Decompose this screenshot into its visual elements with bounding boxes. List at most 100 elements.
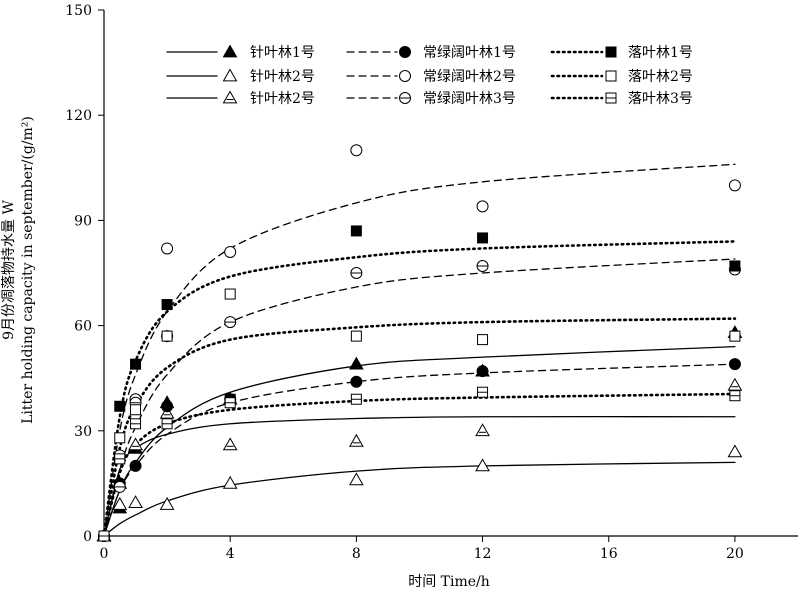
fit-lines xyxy=(102,163,737,538)
data-point xyxy=(476,259,489,272)
data-point xyxy=(729,390,741,402)
legend-label: 常绿阔叶林2号 xyxy=(423,69,516,85)
legend-label: 针叶林1号 xyxy=(250,45,315,61)
y-tick-label: 90 xyxy=(74,213,92,229)
fit-line-series-4 xyxy=(103,363,736,537)
square-marker xyxy=(224,288,236,300)
square-marker xyxy=(477,334,489,346)
triangle-marker xyxy=(727,444,743,458)
x-tick-label: 16 xyxy=(600,546,618,562)
data-point xyxy=(476,200,489,213)
legend-label: 落叶林1号 xyxy=(628,45,693,61)
data-point xyxy=(224,316,237,329)
triangle-marker xyxy=(159,405,175,419)
circle-marker xyxy=(161,400,174,413)
legend-marker xyxy=(605,46,617,58)
circle-marker xyxy=(728,179,741,192)
data-point xyxy=(727,377,743,391)
data-point xyxy=(729,330,741,342)
circle-marker xyxy=(399,70,411,82)
triangle-marker xyxy=(475,458,490,472)
legend-marker xyxy=(605,92,617,104)
square-marker xyxy=(477,232,489,244)
triangle-marker xyxy=(112,496,128,510)
fit-line-series-7 xyxy=(102,240,737,538)
y-tick-label: 120 xyxy=(65,108,92,124)
legend-marker xyxy=(399,92,411,104)
square-marker xyxy=(729,260,741,272)
legend-item: 常绿阔叶林3号 xyxy=(346,91,516,107)
legend-marker xyxy=(605,70,617,82)
data-point xyxy=(224,288,236,300)
data-point xyxy=(222,437,238,451)
legend-item: 针叶林2号 xyxy=(166,68,315,85)
square-marker xyxy=(130,358,142,370)
data-point xyxy=(350,330,362,342)
data-point xyxy=(114,400,126,412)
square-marker xyxy=(350,225,362,237)
legend-item: 落叶林2号 xyxy=(550,69,693,85)
y-axis-label-cn: 9月份凋落物持水量 W xyxy=(1,200,17,340)
data-point xyxy=(729,260,741,272)
triangle-marker xyxy=(222,68,238,82)
triangle-marker xyxy=(128,495,143,509)
y-axis: 0 30 60 90 120 150 xyxy=(65,3,104,545)
legend-marker xyxy=(222,90,238,104)
x-tick-label: 8 xyxy=(352,546,361,562)
plot-frame xyxy=(103,10,798,537)
data-point xyxy=(728,358,741,371)
data-point xyxy=(161,400,174,413)
fit-line-series-3 xyxy=(103,415,736,537)
circle-marker xyxy=(476,200,489,213)
data-point xyxy=(349,433,364,447)
triangle-marker xyxy=(475,423,490,437)
fit-line-series-1 xyxy=(103,345,736,537)
legend: 针叶林1号针叶林2号针叶林2号常绿阔叶林1号常绿阔叶林2号常绿阔叶林3号落叶林1… xyxy=(166,44,693,107)
data-point xyxy=(349,472,364,486)
legend-label: 落叶林2号 xyxy=(628,69,693,85)
data-point xyxy=(112,496,128,510)
circle-marker xyxy=(129,459,142,472)
circle-marker xyxy=(350,375,363,388)
circle-marker xyxy=(161,242,174,255)
data-point xyxy=(728,179,741,192)
y-tick-label: 150 xyxy=(65,3,92,19)
legend-item: 针叶林2号 xyxy=(166,90,315,107)
data-point xyxy=(114,432,126,444)
data-point xyxy=(161,330,173,342)
square-marker xyxy=(161,330,173,342)
y-tick-label: 30 xyxy=(74,424,92,440)
legend-item: 常绿阔叶林1号 xyxy=(346,45,516,61)
data-point xyxy=(350,375,363,388)
data-point xyxy=(477,386,489,398)
data-point xyxy=(130,358,142,370)
triangle-marker xyxy=(349,472,364,486)
data-point xyxy=(161,242,174,255)
circle-marker xyxy=(224,245,237,258)
fit-line-series-2 xyxy=(103,461,736,537)
legend-label: 针叶林2号 xyxy=(250,91,315,107)
triangle-marker xyxy=(159,496,175,510)
triangle-marker xyxy=(727,377,743,391)
circle-marker xyxy=(476,365,489,378)
data-point xyxy=(159,496,175,510)
data-point xyxy=(222,475,238,489)
square-marker xyxy=(729,330,741,342)
data-point xyxy=(113,480,126,493)
legend-marker xyxy=(399,46,411,58)
data-point xyxy=(129,459,142,472)
triangle-marker xyxy=(128,437,143,451)
square-marker xyxy=(114,432,126,444)
legend-label: 常绿阔叶林3号 xyxy=(423,91,516,107)
legend-label: 针叶林2号 xyxy=(250,69,315,85)
fit-line-series-8 xyxy=(102,317,737,538)
square-marker xyxy=(350,330,362,342)
data-point xyxy=(475,423,490,437)
data-point xyxy=(727,444,743,458)
square-marker xyxy=(114,400,126,412)
square-marker xyxy=(161,299,173,311)
data-point xyxy=(98,530,110,542)
y-tick-label: 60 xyxy=(74,319,92,335)
legend-marker xyxy=(222,44,238,58)
y-axis-label-en: Litter holding capacity in september/(g/… xyxy=(20,116,36,424)
